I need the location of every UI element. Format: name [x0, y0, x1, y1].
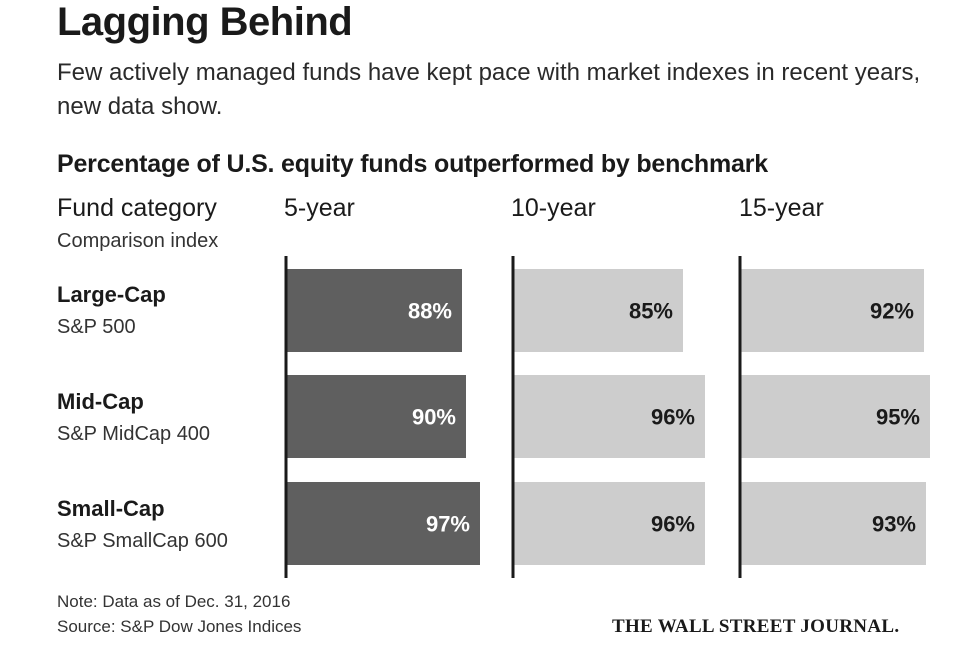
data-label-15-year-mid-cap: 95%: [876, 405, 920, 430]
bar-15-year-large-cap: [740, 269, 924, 352]
data-label-10-year-mid-cap: 96%: [651, 405, 695, 430]
data-label-15-year-small-cap: 93%: [872, 512, 916, 537]
column-header-15-year: 15-year: [739, 194, 824, 222]
row-category-mid-cap: Mid-Cap: [57, 389, 144, 414]
column-header-10-year: 10-year: [511, 194, 596, 222]
bar-15-year-small-cap: [740, 482, 926, 565]
data-label-5-year-mid-cap: 90%: [412, 405, 456, 430]
bar-10-year-mid-cap: [513, 375, 705, 458]
fund-category-header: Fund category: [57, 194, 217, 222]
data-label-5-year-large-cap: 88%: [408, 299, 452, 324]
bar-5-year-mid-cap: [286, 375, 466, 458]
bar-10-year-large-cap: [513, 269, 683, 352]
section-title: Percentage of U.S. equity funds outperfo…: [57, 150, 768, 178]
row-category-large-cap: Large-Cap: [57, 282, 166, 307]
bar-15-year-mid-cap: [740, 375, 930, 458]
publisher-logo: THE WALL STREET JOURNAL.: [612, 616, 900, 637]
data-label-10-year-small-cap: 96%: [651, 512, 695, 537]
bar-5-year-large-cap: [286, 269, 462, 352]
note-text: Note: Data as of Dec. 31, 2016: [57, 592, 291, 611]
bar-10-year-small-cap: [513, 482, 705, 565]
chart-title: Lagging Behind: [57, 0, 353, 44]
column-header-5-year: 5-year: [284, 194, 355, 222]
bar-5-year-small-cap: [286, 482, 480, 565]
data-label-10-year-large-cap: 85%: [629, 299, 673, 324]
row-category-small-cap: Small-Cap: [57, 496, 165, 521]
data-label-15-year-large-cap: 92%: [870, 299, 914, 324]
data-label-5-year-small-cap: 97%: [426, 512, 470, 537]
row-index-sp-midcap-400: S&P MidCap 400: [57, 423, 211, 445]
row-index-sp-smallcap-600: S&P SmallCap 600: [57, 530, 228, 552]
chart-subtitle: Few actively managed funds have kept pac…: [57, 59, 921, 120]
comparison-index-header: Comparison index: [57, 230, 219, 252]
source-text: Source: S&P Dow Jones Indices: [57, 617, 302, 636]
row-index-sp500: S&P 500: [57, 316, 136, 338]
